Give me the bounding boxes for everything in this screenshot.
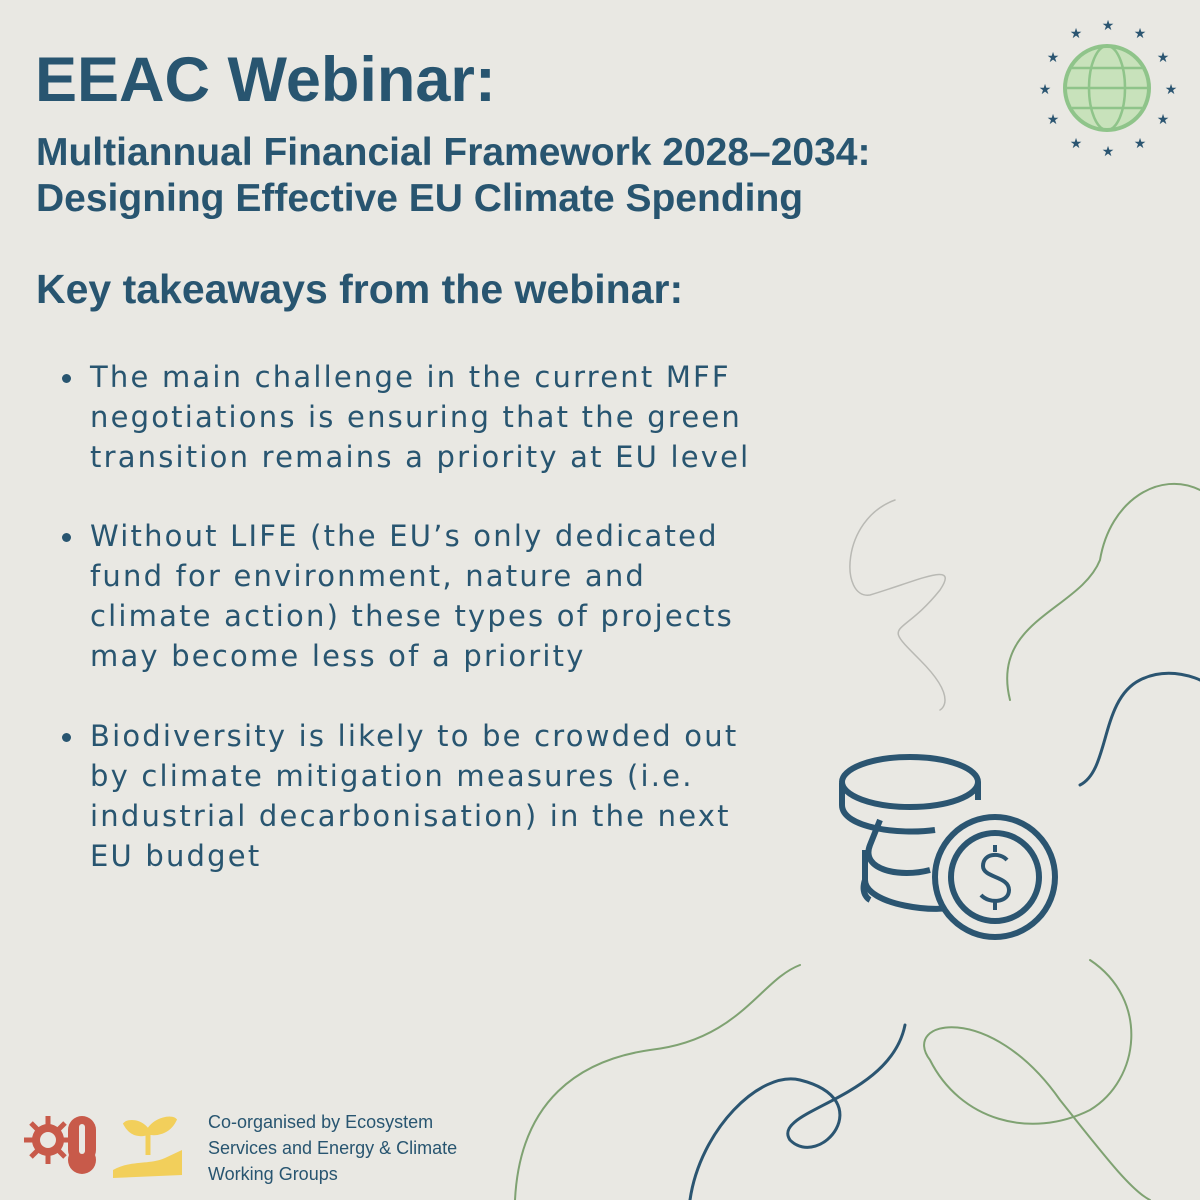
bullet-text: climate action) these types of projects <box>90 599 734 633</box>
svg-text:★: ★ <box>1102 144 1115 160</box>
svg-text:★: ★ <box>1047 112 1060 128</box>
svg-text:★: ★ <box>1134 26 1147 42</box>
bullet-text: transition remains a priority at EU leve… <box>90 440 751 474</box>
svg-text:★: ★ <box>1039 82 1052 98</box>
bullet-text: EU budget <box>90 839 262 873</box>
svg-text:★: ★ <box>1165 82 1178 98</box>
svg-text:★: ★ <box>1157 112 1170 128</box>
bullet-dot <box>62 733 71 742</box>
footer-text: Services and Energy & Climate <box>208 1138 458 1158</box>
bullet-dot <box>62 533 71 542</box>
title: EEAC Webinar: <box>35 45 496 115</box>
svg-text:★: ★ <box>1134 136 1147 152</box>
logo-icons <box>24 1116 182 1178</box>
bullet-dot <box>62 374 71 383</box>
bullet-text: Biodiversity is likely to be crowded out <box>90 719 739 753</box>
footer-text: Co-organised by Ecosystem <box>208 1112 434 1132</box>
svg-text:★: ★ <box>1047 50 1060 66</box>
bullet-text: The main challenge in the current MFF <box>90 360 731 394</box>
bullet-text: negotiations is ensuring that the green <box>90 400 743 434</box>
bullet-text: Without LIFE (the EU’s only dedicated <box>90 519 719 553</box>
footer-text: Working Groups <box>208 1164 338 1184</box>
bullet-text: fund for environment, nature and <box>90 559 647 593</box>
bullet-text: may become less of a priority <box>90 639 586 673</box>
svg-text:★: ★ <box>1070 26 1083 42</box>
bullet-text: by climate mitigation measures (i.e. <box>90 759 694 793</box>
section-heading: Key takeaways from the webinar: <box>36 266 684 312</box>
coins-icon <box>839 754 1058 940</box>
svg-text:★: ★ <box>1070 136 1083 152</box>
svg-text:★: ★ <box>1102 18 1115 34</box>
globe-icon: ★ ★ ★ ★ ★ ★ ★ ★ ★ ★ ★ ★ <box>1039 18 1178 160</box>
bullet-text: industrial decarbonisation) in the next <box>90 799 731 833</box>
svg-text:★: ★ <box>1157 50 1170 66</box>
subtitle-line: Multiannual Financial Framework 2028–203… <box>36 131 871 174</box>
squiggles <box>514 482 1200 1200</box>
subtitle-line: Designing Effective EU Climate Spending <box>36 177 804 220</box>
